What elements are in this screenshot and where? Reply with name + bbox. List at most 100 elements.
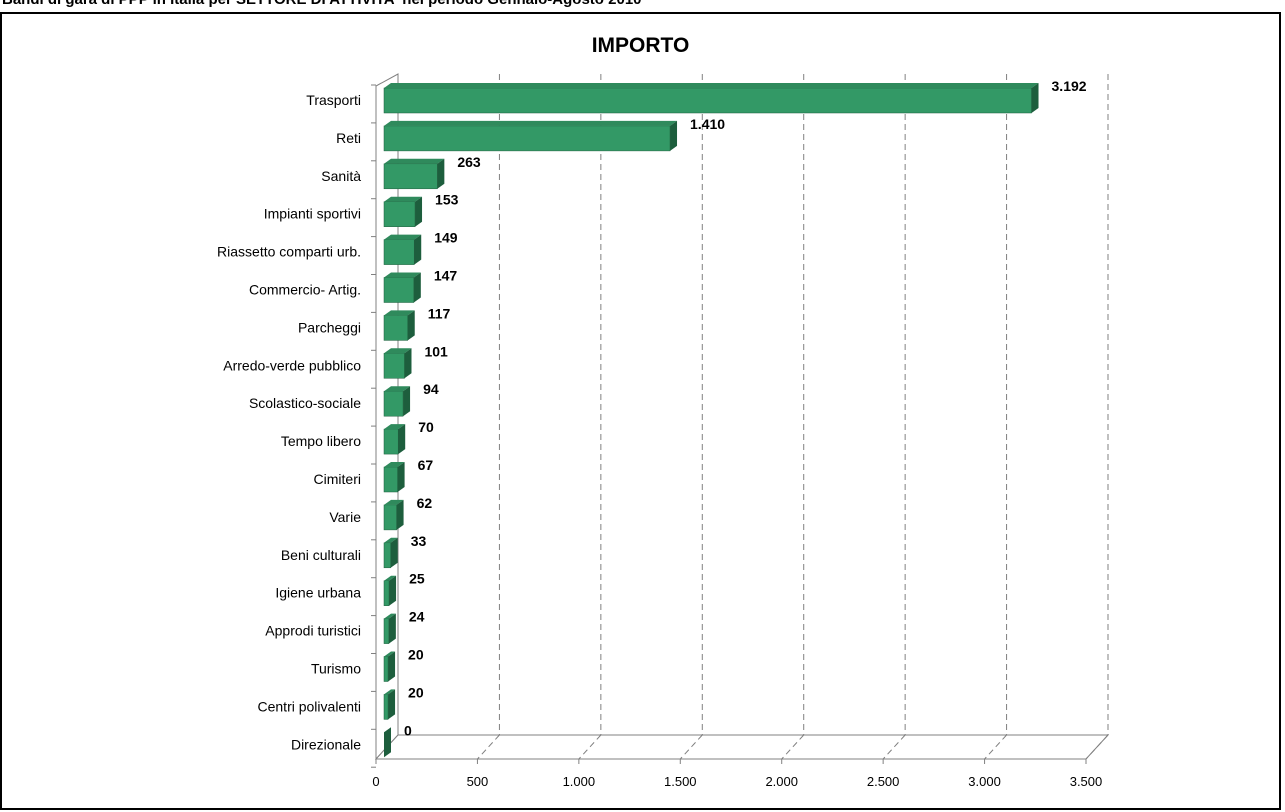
bar-top — [384, 386, 411, 392]
floor-gridline — [679, 734, 703, 760]
bar-top — [384, 424, 406, 430]
category-label: Varie — [329, 509, 361, 525]
value-label: 20 — [408, 684, 424, 700]
bar-top — [384, 310, 415, 316]
bar-side — [415, 196, 423, 227]
bar — [383, 428, 399, 455]
bar-side — [437, 158, 445, 189]
category-label: Cimiteri — [314, 471, 361, 487]
value-label: 147 — [434, 268, 458, 284]
value-label: 149 — [434, 230, 458, 246]
category-label: Riassetto comparti urb. — [217, 244, 361, 260]
category-label: Arredo-verde pubblico — [223, 357, 361, 373]
bar — [383, 466, 398, 493]
bar-side — [413, 272, 421, 303]
bar — [383, 277, 415, 303]
floor-gridline — [578, 734, 602, 760]
bar — [383, 694, 389, 720]
bar — [383, 656, 389, 682]
bar — [383, 201, 416, 227]
category-label: Impianti sportivi — [264, 206, 361, 222]
bar-top — [384, 120, 678, 126]
bar-side — [404, 348, 412, 379]
value-label: 25 — [409, 571, 425, 587]
category-label: Parcheggi — [298, 319, 361, 335]
category-label: Approdi turistici — [265, 623, 361, 639]
bar-top — [384, 158, 445, 164]
category-label: Turismo — [311, 661, 361, 677]
bar-side — [389, 575, 397, 606]
value-label: 67 — [418, 457, 434, 473]
category-label: Sanità — [321, 168, 361, 184]
bar — [383, 315, 408, 341]
bar — [383, 125, 671, 152]
category-label: Reti — [336, 130, 361, 146]
category-label: Direzionale — [291, 736, 361, 752]
bar — [383, 504, 397, 531]
bar — [383, 353, 405, 379]
value-label: 94 — [423, 381, 439, 397]
category-label: Igiene urbana — [275, 585, 361, 601]
bar-top — [384, 537, 398, 543]
bar-top — [384, 196, 423, 202]
bar-top — [384, 272, 421, 278]
category-label: Tempo libero — [281, 433, 361, 449]
bar — [383, 163, 438, 190]
value-label: 3.192 — [1052, 78, 1087, 94]
bar — [383, 618, 390, 644]
value-label: 117 — [428, 305, 451, 321]
value-label: 101 — [424, 343, 448, 359]
bar — [383, 390, 404, 417]
bar-side — [390, 537, 398, 568]
bar-side — [403, 386, 411, 417]
bar — [383, 580, 390, 606]
category-label: Trasporti — [306, 92, 361, 108]
bar-side — [407, 310, 415, 341]
x-tick-label: 500 — [467, 774, 489, 789]
bar-side — [397, 462, 405, 492]
floor-gridline — [882, 734, 906, 760]
category-label: Centri polivalenti — [258, 698, 362, 714]
x-tick-label: 3.000 — [968, 774, 1001, 789]
x-tick-label: 2.500 — [867, 774, 900, 789]
bar-side — [388, 613, 396, 644]
value-label: 263 — [457, 154, 481, 170]
x-tick-label: 1.000 — [563, 774, 596, 789]
bar-side — [670, 120, 678, 151]
value-label: 153 — [435, 192, 459, 208]
x-tick-label: 3.500 — [1070, 774, 1103, 789]
floor — [374, 734, 1110, 760]
value-label: 70 — [418, 419, 434, 435]
bar-side — [398, 424, 406, 455]
page-header-title: Bandi di gara di PPP in Italia per SETTO… — [2, 0, 642, 8]
bar-top — [384, 83, 1039, 88]
bar-top — [384, 575, 397, 581]
bar-top — [384, 234, 422, 240]
floor-gridline — [984, 734, 1007, 760]
value-label: 33 — [411, 533, 427, 549]
floor-gridline — [477, 734, 500, 760]
value-label: 24 — [409, 609, 425, 625]
bar-side — [414, 234, 422, 265]
bar — [383, 542, 391, 569]
x-tick-label: 1.500 — [664, 774, 697, 789]
bar — [383, 239, 415, 265]
value-label: 20 — [408, 647, 424, 663]
bar-top — [384, 689, 396, 695]
value-label: 1.410 — [690, 116, 725, 132]
bar-top — [384, 462, 405, 467]
category-label: Beni culturali — [281, 547, 361, 563]
x-tick-label: 2.000 — [765, 774, 798, 789]
bar-top — [384, 499, 404, 505]
bar — [383, 87, 1032, 114]
bar-side — [396, 499, 404, 530]
bar-side — [1031, 83, 1039, 113]
value-label: 0 — [404, 722, 412, 738]
floor-gridline — [781, 734, 805, 760]
bar-top — [384, 651, 396, 657]
floor-gridline — [1085, 734, 1109, 760]
bar-side — [384, 727, 391, 758]
category-label: Commercio- Artig. — [249, 282, 361, 298]
value-label: 62 — [417, 495, 433, 511]
